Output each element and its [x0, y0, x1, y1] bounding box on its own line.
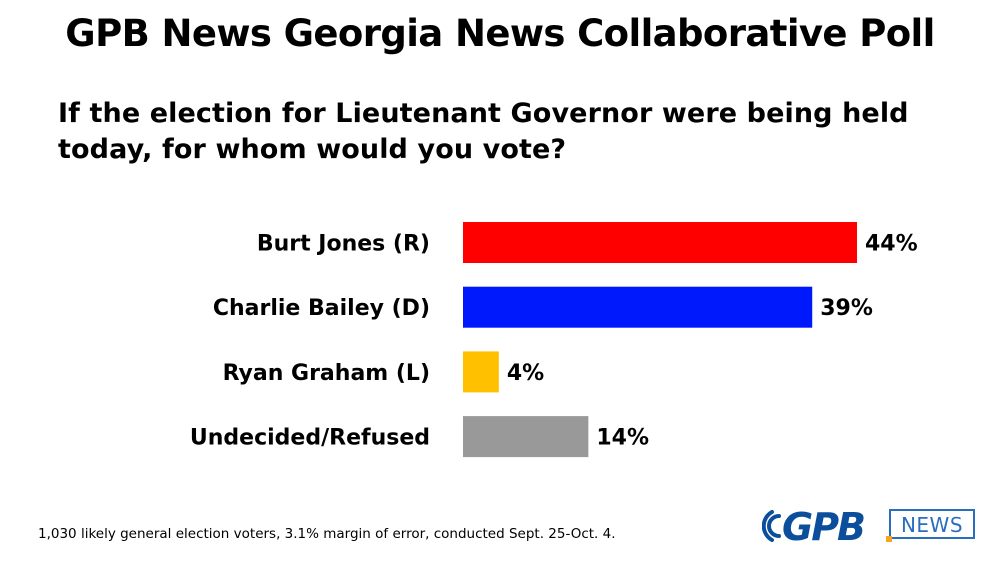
logo-accent-mark — [886, 536, 892, 542]
bar — [463, 222, 857, 263]
signal-arcs-icon — [762, 510, 781, 542]
logo-badge-frame — [889, 509, 975, 539]
logo-badge-text: NEWS — [901, 513, 963, 537]
logo-brand-text: GPB — [782, 505, 864, 549]
bar — [463, 286, 813, 328]
category-label: Undecided/Refused — [190, 426, 430, 451]
poll-question: If the election for Lieutenant Governor … — [58, 98, 909, 165]
chart-title: GPB News Georgia News Collaborative Poll — [65, 12, 935, 55]
data-label: 44% — [865, 232, 918, 257]
category-label: Charlie Bailey (D) — [213, 296, 430, 321]
data-label: 39% — [820, 296, 873, 321]
category-label: Burt Jones (R) — [257, 232, 430, 257]
category-label: Ryan Graham (L) — [223, 361, 430, 386]
bar — [463, 416, 589, 458]
bar — [463, 351, 499, 393]
footnote: 1,030 likely general election voters, 3.… — [38, 526, 616, 542]
data-label: 4% — [507, 361, 544, 386]
gpb-news-logo: GPB NEWS — [762, 505, 975, 549]
data-label: 14% — [596, 426, 649, 451]
